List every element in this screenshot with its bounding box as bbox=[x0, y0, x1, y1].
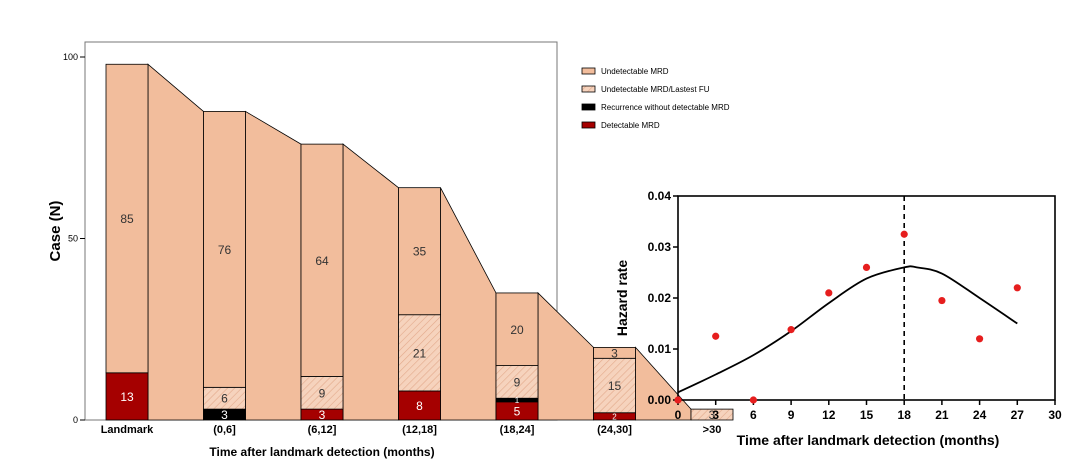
right-x-tick-label: 24 bbox=[973, 408, 987, 422]
bar-value-label: 8 bbox=[416, 399, 423, 413]
bar-segment-undetectable-mrd-lastest-fu bbox=[398, 314, 441, 392]
right-y-tick-label: 0.04 bbox=[648, 189, 672, 203]
fitted-curve bbox=[677, 265, 1018, 394]
right-x-tick-label: 3 bbox=[712, 408, 719, 422]
right-x-tick-label: 27 bbox=[1011, 408, 1025, 422]
hazard-point bbox=[825, 289, 833, 297]
left-x-tick-label: (18,24] bbox=[500, 424, 535, 436]
stacked-bar-chart: 13 85 3 6 76 3 9 64 8 21 35 51 9 20 2 15 3 3 0 50 100 Landm… bbox=[47, 41, 734, 459]
bar-value-label: 9 bbox=[514, 375, 521, 389]
bar-segment-undetectable-mrd bbox=[300, 143, 344, 377]
bar-value-label: 35 bbox=[413, 245, 427, 259]
left-x-tick-label: (24,30] bbox=[597, 424, 632, 436]
left-x-axis-title: Time after landmark detection (months) bbox=[209, 445, 434, 459]
bar-value-label: 85 bbox=[120, 212, 134, 226]
bar-value-label: 76 bbox=[218, 243, 232, 257]
right-y-tick-label: 0.00 bbox=[648, 393, 672, 407]
bar-value-label: 6 bbox=[221, 392, 228, 406]
right-x-tick-label: 15 bbox=[860, 408, 874, 422]
bar-segment-undetectable-mrd bbox=[398, 187, 441, 316]
bar-value-label: 2 bbox=[612, 412, 617, 421]
flow-band bbox=[440, 187, 497, 421]
flow-band bbox=[245, 110, 302, 421]
bar-value-label: 21 bbox=[413, 346, 427, 360]
hazard-point bbox=[900, 230, 908, 238]
right-x-tick-label: 0 bbox=[675, 408, 682, 422]
bar-value-label: 3 bbox=[611, 346, 618, 360]
right-x-tick-label: 18 bbox=[898, 408, 912, 422]
hazard-point bbox=[712, 332, 720, 340]
right-x-tick-label: 9 bbox=[788, 408, 795, 422]
left-x-tick-label: Landmark bbox=[101, 424, 154, 436]
bar-value-label: 13 bbox=[120, 390, 134, 404]
left-y-tick-label: 100 bbox=[63, 52, 78, 62]
bar-segment-undetectable-mrd bbox=[593, 346, 636, 359]
bar-segment-detectable-mrd bbox=[398, 390, 441, 421]
right-y-axis-title: Hazard rate bbox=[614, 260, 630, 336]
legend-swatch-undetectable-mrd bbox=[581, 67, 596, 75]
bar-value-label: 5 bbox=[514, 404, 521, 418]
legend-swatch-recurrence-without-detectable-mrd bbox=[581, 103, 596, 111]
legend-label: Undetectable MRD bbox=[601, 67, 669, 76]
legend-label: Detectable MRD bbox=[601, 121, 660, 130]
bar-segment-undetectable-mrd bbox=[203, 111, 246, 388]
legend-swatch-detectable-mrd bbox=[581, 121, 596, 129]
left-x-tick-label: >30 bbox=[703, 424, 722, 436]
hazard-point bbox=[674, 396, 682, 404]
flow-band bbox=[537, 291, 594, 421]
bar-segment-undetectable-mrd-lastest-fu bbox=[300, 376, 344, 410]
hazard-point bbox=[749, 396, 758, 404]
bar-segment-undetectable-mrd-lastest-fu bbox=[495, 365, 539, 399]
flow-band bbox=[147, 63, 204, 421]
hazard-point bbox=[862, 263, 871, 271]
right-y-tick-label: 0.01 bbox=[648, 342, 672, 356]
bar-segment-undetectable-mrd-lastest-fu bbox=[593, 357, 636, 414]
left-x-tick-label: (12,18] bbox=[402, 424, 437, 436]
bar-value-label: 3 bbox=[709, 408, 716, 422]
right-y-tick-label: 0.03 bbox=[648, 240, 672, 254]
bar-value-label: 20 bbox=[510, 323, 524, 337]
bar-value-label: 9 bbox=[319, 386, 326, 400]
legend-label: Undetectable MRD/Lastest FU bbox=[601, 85, 710, 94]
hazard-point bbox=[976, 335, 984, 343]
right-x-tick-label: 30 bbox=[1048, 408, 1062, 422]
bar-value-label: 15 bbox=[608, 379, 622, 393]
right-x-tick-label: 21 bbox=[935, 408, 949, 422]
hazard-point bbox=[787, 326, 795, 334]
left-x-tick-label: (0,6] bbox=[213, 424, 236, 436]
bar-segment-undetectable-mrd-lastest-fu bbox=[690, 408, 734, 421]
right-x-tick-label: 6 bbox=[750, 408, 757, 422]
right-x-axis-title: Time after landmark detection (months) bbox=[737, 432, 1000, 448]
left-x-tick-label: (6,12] bbox=[308, 424, 337, 436]
left-y-tick-label: 50 bbox=[68, 234, 78, 244]
right-y-tick-label: 0.02 bbox=[648, 291, 672, 305]
bar-value-label: 3 bbox=[319, 408, 326, 422]
legend-swatch-undetectable-mrd-lastest-fu bbox=[581, 85, 596, 93]
right-chart-frame bbox=[677, 195, 1056, 401]
bar-value-label: 64 bbox=[315, 254, 329, 268]
hazard-point bbox=[938, 296, 946, 305]
bar-segment-undetectable-mrd bbox=[495, 292, 539, 366]
flow-band bbox=[342, 143, 399, 421]
flow-band bbox=[635, 346, 692, 421]
left-y-tick-label: 0 bbox=[73, 415, 78, 425]
right-x-tick-label: 12 bbox=[822, 408, 836, 422]
bar-value-label: 3 bbox=[221, 408, 228, 422]
hazard-point bbox=[1013, 284, 1021, 292]
hazard-rate-chart: 0.00 0.01 0.02 0.03 0.04 0 3 6 9 12 15 18 21 24 27 30 H… bbox=[614, 189, 1062, 448]
legend-label: Recurrence without detectable MRD bbox=[601, 103, 730, 112]
legend: Undetectable MRD Undetectable MRD/Lastest… bbox=[581, 67, 730, 130]
bar-segment-undetectable-mrd bbox=[105, 63, 149, 374]
bar-value-label: 1 bbox=[515, 396, 520, 405]
left-y-axis-title: Case (N) bbox=[47, 201, 64, 262]
